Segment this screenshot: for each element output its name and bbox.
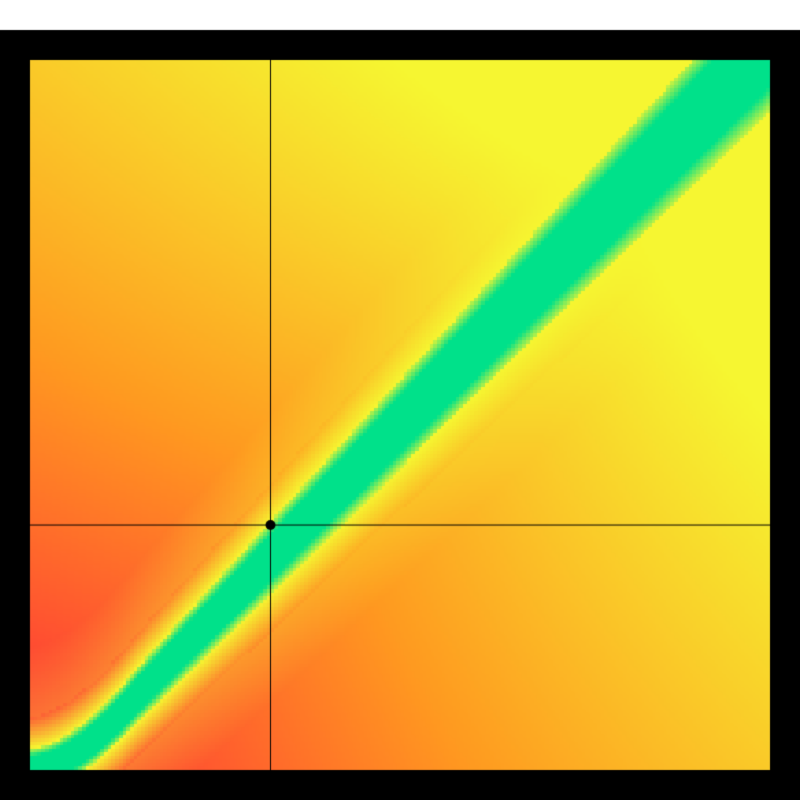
bottleneck-heatmap — [0, 0, 800, 800]
